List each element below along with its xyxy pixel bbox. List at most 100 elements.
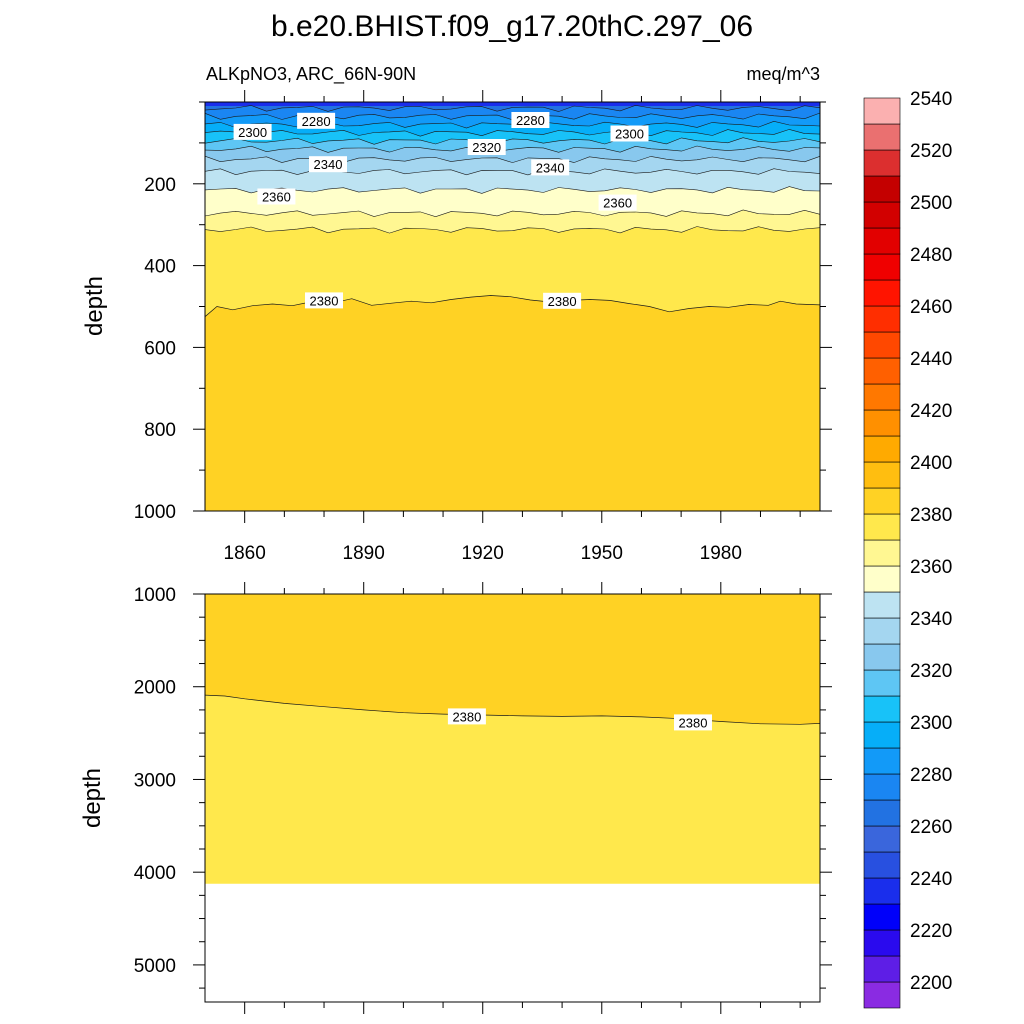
x-tick-label: 1950 (581, 543, 623, 564)
colorbar-label: 2300 (910, 713, 952, 734)
y-tick-label: 600 (144, 338, 176, 359)
fill-band-2370 (205, 695, 820, 884)
y-tick-label: 5000 (134, 956, 176, 977)
contour-label: 2280 (516, 113, 545, 128)
colorbar-box (863, 331, 901, 359)
y-tick-label: 800 (144, 420, 176, 441)
x-tick-label: 1860 (224, 543, 266, 564)
colorbar-box (863, 175, 901, 203)
contour-label-box (531, 159, 570, 176)
contour-label-box (610, 125, 649, 142)
contour-label-box (305, 292, 343, 309)
contour-line-2320 (204, 145, 821, 153)
colorbar-box (863, 643, 901, 671)
contour-label-box (543, 292, 582, 309)
colorbar-box (863, 97, 901, 125)
contour-label: 2340 (314, 157, 343, 172)
colorbar-box (863, 903, 901, 931)
colorbar-box (863, 539, 901, 567)
fill-band-surface (205, 102, 820, 106)
y-tick-label: 4000 (134, 863, 176, 884)
contour-label-box (447, 708, 486, 725)
colorbar-box (863, 669, 901, 697)
colorbar-box (863, 253, 901, 281)
colorbar-label: 2460 (910, 297, 952, 318)
y-tick-label: 400 (144, 257, 176, 278)
colorbar-box (863, 825, 901, 853)
contour-label: 2300 (615, 127, 644, 142)
colorbar-label: 2200 (910, 973, 952, 994)
contour-label-box (674, 714, 712, 731)
colorbar-box (863, 565, 901, 593)
y-tick-label: 1000 (134, 502, 176, 523)
contour-label-box (467, 139, 506, 155)
contour-label: 2380 (452, 709, 481, 724)
contour-label-box (233, 123, 272, 140)
colorbar-label: 2420 (910, 401, 952, 422)
colorbar-box (863, 981, 901, 1009)
contour-label: 2360 (262, 190, 291, 205)
contour-label-box (257, 188, 296, 205)
x-tick-labels: 1860 1890 1920 1950 1980 (224, 543, 742, 564)
contour-line-2380 (204, 295, 821, 317)
contour-line-2270 (204, 104, 821, 112)
colorbar-box (863, 201, 901, 229)
y-tick-label: 1000 (134, 585, 176, 606)
colorbar-box (863, 747, 901, 775)
upper-panel: 2300 2280 2280 2300 2320 2340 2340 2360 2360 2380… (134, 90, 832, 523)
plot-frame (204, 593, 821, 1003)
x-tick-label: 1920 (462, 543, 504, 564)
colorbar-label: 2540 (910, 89, 952, 110)
colorbar-label: 2220 (910, 921, 952, 942)
colorbar-label: 2380 (910, 505, 952, 526)
colorbar-box (863, 721, 901, 749)
contour-label: 2360 (603, 196, 632, 211)
colorbar-label: 2400 (910, 453, 952, 474)
contour-line-2350 (204, 186, 821, 194)
colorbar-label: 2320 (910, 661, 952, 682)
colorbar-label: 2260 (910, 817, 952, 838)
x-tick-label: 1980 (700, 543, 742, 564)
contour-line-2310 (204, 137, 821, 145)
y-tick-label: 2000 (134, 678, 176, 699)
colorbar-box (863, 799, 901, 827)
contour-label: 2280 (302, 114, 331, 129)
colorbar-box (863, 773, 901, 801)
colorbar-box (863, 487, 901, 515)
contour-label: 2320 (472, 140, 501, 155)
colorbar-box (863, 383, 901, 411)
contour-label-box (598, 194, 637, 211)
chart-title: b.e20.BHIST.f09_g17.20thC.297_06 (271, 10, 753, 43)
colorbar-box (863, 305, 901, 333)
contour-line-2300 (204, 129, 821, 137)
y-tick-label: 3000 (134, 771, 176, 792)
upper-y-axis-label: depth (81, 276, 108, 336)
colorbar-box (863, 513, 901, 541)
colorbar-label: 2340 (910, 609, 952, 630)
colorbar-box (863, 877, 901, 905)
colorbar-box (863, 435, 901, 463)
contour-label-box (309, 156, 347, 173)
lower-y-axis-label: depth (79, 768, 106, 828)
contour-label: 2380 (548, 294, 577, 309)
contour-line-2370 (204, 226, 821, 234)
colorbar-label: 2240 (910, 869, 952, 890)
colorbar-label: 2280 (910, 765, 952, 786)
colorbar-box (863, 695, 901, 723)
colorbar-box (863, 123, 901, 151)
colorbar-box (863, 591, 901, 619)
colorbar: 2200 2220 2240 2260 2280 2300 2320 2340 2360 2380… (863, 89, 952, 1009)
contour-label: 2380 (310, 293, 339, 308)
fill-band-2380 (205, 594, 820, 725)
colorbar-box (863, 929, 901, 957)
contour-line-2360 (204, 209, 821, 218)
units-label: meq/m^3 (747, 64, 820, 84)
colorbar-box (863, 955, 901, 983)
colorbar-label: 2360 (910, 557, 952, 578)
contour-label-box (297, 112, 336, 129)
y-tick-label: 200 (144, 175, 176, 196)
x-tick-label: 1890 (343, 543, 385, 564)
colorbar-label: 2480 (910, 245, 952, 266)
colorbar-box (863, 409, 901, 437)
